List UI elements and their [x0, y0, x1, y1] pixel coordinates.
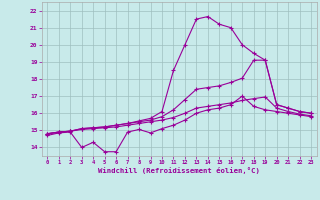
X-axis label: Windchill (Refroidissement éolien,°C): Windchill (Refroidissement éolien,°C) — [98, 167, 260, 174]
